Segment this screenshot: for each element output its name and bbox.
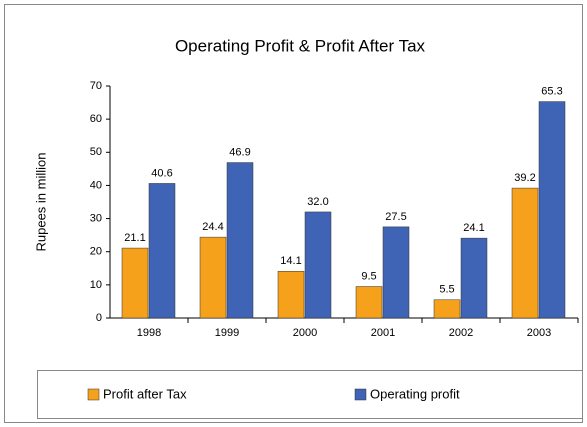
bar <box>148 183 176 319</box>
y-tick-label: 0 <box>96 312 102 324</box>
bar <box>511 187 539 319</box>
bar <box>538 101 566 319</box>
data-label: 32.0 <box>307 196 328 208</box>
y-axis-label: Rupees in million <box>33 153 48 252</box>
legend-swatch <box>87 388 100 401</box>
y-tick-label: 70 <box>90 80 102 92</box>
data-label: 24.1 <box>463 222 484 234</box>
chart-border <box>4 4 583 423</box>
data-label: 27.5 <box>385 211 406 223</box>
legend-swatch <box>354 388 367 401</box>
bar <box>121 247 149 319</box>
bar <box>382 226 410 319</box>
data-label: 14.1 <box>280 255 301 267</box>
bar <box>226 162 254 319</box>
chart-title: Operating Profit & Profit After Tax <box>175 36 426 55</box>
x-tick-label: 2003 <box>527 327 551 339</box>
data-label: 39.2 <box>514 172 535 184</box>
y-tick-label: 30 <box>90 212 102 224</box>
y-tick-label: 20 <box>90 246 102 258</box>
x-tick-label: 2002 <box>449 327 473 339</box>
x-tick-label: 2000 <box>293 327 317 339</box>
bar <box>355 286 383 319</box>
data-label: 21.1 <box>124 232 145 244</box>
bar <box>304 211 332 319</box>
data-label: 40.6 <box>151 167 172 179</box>
y-tick-label: 10 <box>90 279 102 291</box>
data-label: 5.5 <box>439 284 454 296</box>
legend-box <box>37 370 583 419</box>
x-tick-label: 2001 <box>371 327 395 339</box>
y-tick-label: 40 <box>90 179 102 191</box>
x-tick-label: 1998 <box>137 327 161 339</box>
data-label: 46.9 <box>229 146 250 158</box>
y-tick-label: 60 <box>90 113 102 125</box>
data-label: 24.4 <box>202 221 223 233</box>
legend-label: Operating profit <box>370 386 460 401</box>
bar <box>199 236 227 319</box>
legend-label: Profit after Tax <box>103 386 187 401</box>
x-tick-label: 1999 <box>215 327 239 339</box>
data-label: 9.5 <box>361 270 376 282</box>
bar <box>460 237 488 319</box>
bar <box>277 271 305 319</box>
bar <box>433 299 461 319</box>
y-tick-label: 50 <box>90 146 102 158</box>
data-label: 65.3 <box>541 85 562 97</box>
